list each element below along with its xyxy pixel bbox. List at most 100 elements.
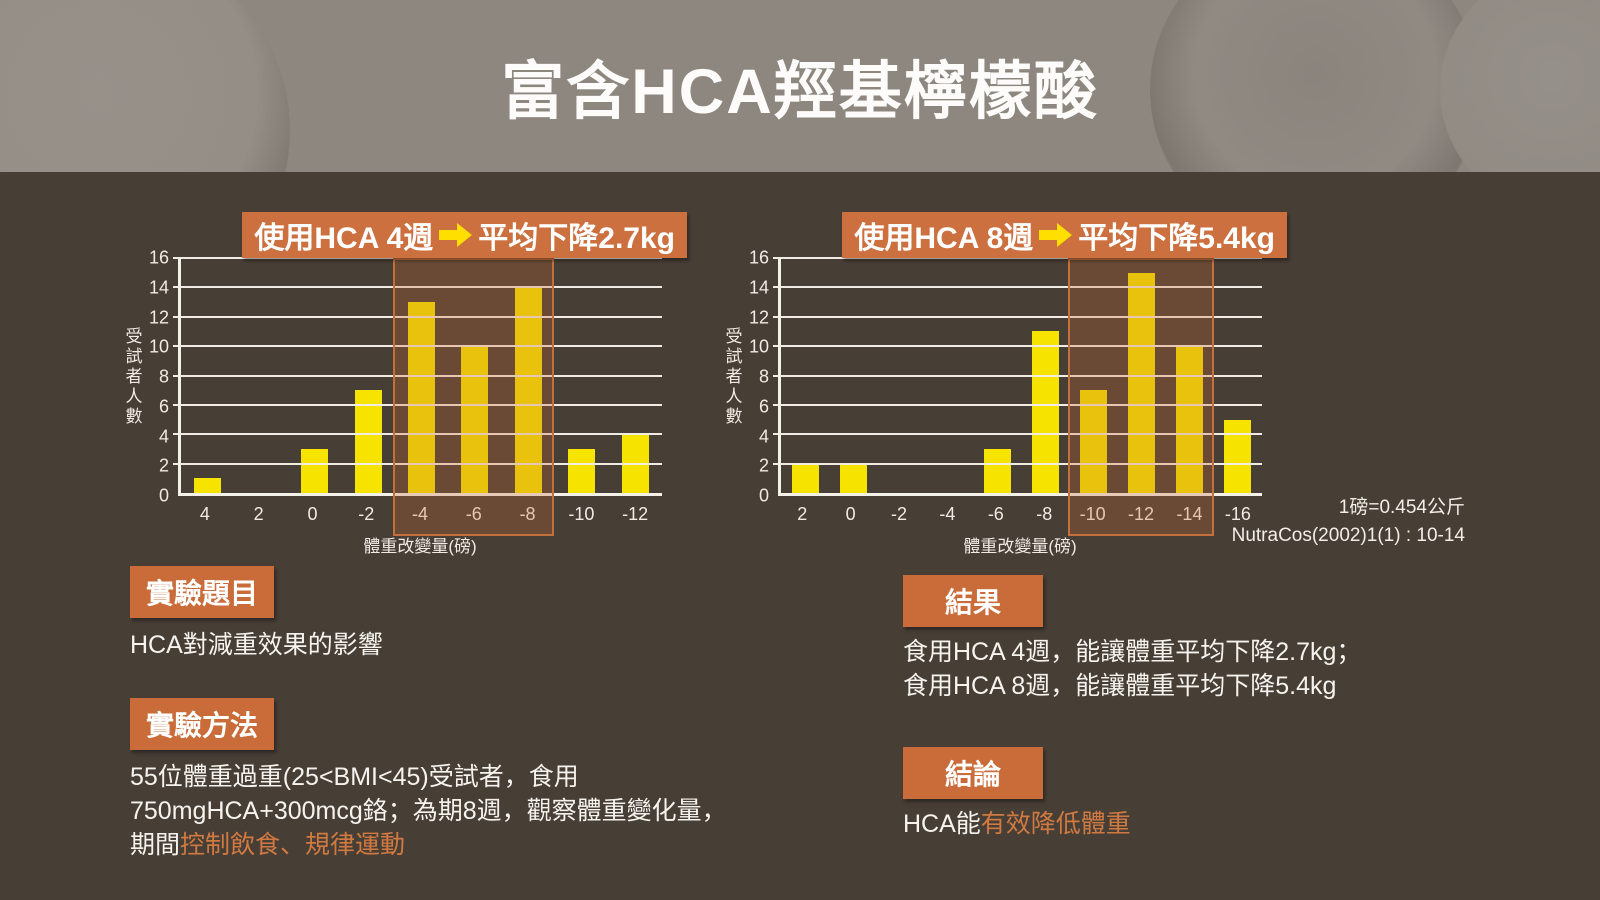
bar--14 bbox=[1176, 346, 1204, 493]
gridline bbox=[173, 315, 662, 318]
x-tick-label: -12 bbox=[1128, 504, 1155, 524]
results-badge: 結果 bbox=[903, 575, 1044, 627]
chart-hca-4-weeks: 使用HCA 4週 平均下降2.7kg 受試者人數 0 2 4 6 8 10 12 14 16 4… bbox=[115, 212, 687, 564]
bar--6 bbox=[983, 448, 1011, 493]
bar--6 bbox=[461, 346, 489, 493]
results-text: 食用HCA 4週，能讓體重平均下降2.7kg； 食用HCA 8週，能讓體重平均下… bbox=[903, 635, 1503, 703]
gridline bbox=[773, 462, 1262, 465]
gridline bbox=[173, 286, 662, 289]
bar-column bbox=[1070, 258, 1118, 493]
x-axis-title: 體重改變量(磅) bbox=[363, 537, 477, 556]
gridline bbox=[173, 374, 662, 377]
x-tick-label: 2 bbox=[253, 504, 264, 524]
bar-column bbox=[781, 258, 829, 493]
bar-column bbox=[181, 258, 234, 493]
bar-column bbox=[502, 258, 555, 493]
method-highlight-text: 控制飲食、規律運動 bbox=[180, 831, 406, 859]
chart-title-suffix: 平均下降5.4kg bbox=[1078, 222, 1275, 255]
gridline bbox=[773, 374, 1262, 377]
fruit-photo-decoration-left bbox=[0, 0, 290, 172]
y-tick-label: 12 bbox=[148, 307, 169, 327]
x-tick-label: -2 bbox=[891, 504, 908, 524]
gridline bbox=[773, 315, 1262, 318]
unit-conversion-note: 1磅=0.454公斤 bbox=[1338, 497, 1465, 518]
chart-title-suffix: 平均下降2.7kg bbox=[478, 222, 675, 255]
y-tick-label: 6 bbox=[158, 396, 169, 417]
y-tick-label: 0 bbox=[758, 485, 769, 506]
x-tick-label: -6 bbox=[987, 504, 1004, 524]
bar--12 bbox=[1128, 272, 1156, 493]
gridline bbox=[173, 403, 662, 406]
y-tick-label: 2 bbox=[758, 455, 769, 476]
bars-container bbox=[181, 258, 662, 493]
x-tick-label: -8 bbox=[519, 504, 536, 524]
y-tick-label: 10 bbox=[148, 336, 169, 357]
gridline bbox=[773, 286, 1262, 289]
y-axis-title: 受試者人數 bbox=[122, 327, 142, 427]
bar--2 bbox=[354, 390, 382, 493]
gridline bbox=[773, 433, 1262, 436]
method-line-1: 55位體重過重(25<BMI<45)受試者，食用 bbox=[130, 763, 579, 791]
bar-column bbox=[288, 258, 341, 493]
x-tick-label: -16 bbox=[1224, 504, 1251, 524]
y-tick-label: 10 bbox=[748, 336, 769, 357]
experiment-section: 實驗題目 HCA對減重效果的影響 實驗方法 55位體重過重(25<BMI<45)… bbox=[130, 566, 870, 862]
y-tick-label: 14 bbox=[748, 277, 769, 298]
y-axis-ticks: 0 2 4 6 8 10 12 14 16 bbox=[143, 248, 171, 506]
x-axis-ticks: 2 0 -2 -4 -6 -8 -10 -12 -14 -16 bbox=[778, 504, 1262, 525]
x-tick-label: -2 bbox=[358, 504, 375, 524]
bar-column bbox=[395, 258, 448, 493]
bar-column bbox=[829, 258, 877, 493]
gridline bbox=[773, 345, 1262, 348]
gridline bbox=[773, 257, 1262, 259]
method-line-3: 期間控制飲食、規律運動 bbox=[130, 831, 406, 859]
x-tick-label: -10 bbox=[568, 504, 595, 524]
x-tick-label: 0 bbox=[845, 504, 856, 524]
plot-area bbox=[773, 257, 1262, 496]
header-banner: 富含HCA羥基檸檬酸 bbox=[0, 0, 1600, 172]
plot-area bbox=[173, 257, 662, 496]
gridline bbox=[173, 345, 662, 348]
bar--16 bbox=[1224, 419, 1252, 493]
results-line-1: 食用HCA 4週，能讓體重平均下降2.7kg； bbox=[903, 638, 1362, 666]
bar--4 bbox=[407, 302, 435, 493]
y-tick-label: 8 bbox=[158, 366, 169, 387]
experiment-title-text: HCA對減重效果的影響 bbox=[130, 631, 383, 659]
x-axis-ticks: 4 2 0 -2 -4 -6 -8 -10 -12 bbox=[178, 504, 662, 525]
x-tick-label: 4 bbox=[199, 504, 210, 524]
x-tick-label: -4 bbox=[939, 504, 956, 524]
bar-column bbox=[448, 258, 501, 493]
gridline bbox=[173, 433, 662, 436]
x-axis-title: 體重改變量(磅) bbox=[963, 537, 1077, 556]
results-section: 結果 食用HCA 4週，能讓體重平均下降2.7kg； 食用HCA 8週，能讓體重… bbox=[903, 575, 1503, 841]
conclusion-highlight-text: 有效降低體重 bbox=[980, 810, 1131, 838]
gridline bbox=[173, 462, 662, 465]
highlight-region bbox=[393, 258, 555, 536]
bar-column bbox=[1214, 258, 1262, 493]
x-tick-label: -4 bbox=[412, 504, 429, 524]
y-tick-label: 6 bbox=[758, 396, 769, 417]
page-title: 富含HCA羥基檸檬酸 bbox=[501, 56, 1099, 127]
method-badge: 實驗方法 bbox=[130, 698, 275, 750]
bar--8 bbox=[514, 287, 542, 493]
gridline bbox=[773, 403, 1262, 406]
y-tick-label: 12 bbox=[748, 307, 769, 327]
bar-column bbox=[1118, 258, 1166, 493]
x-tick-label: 0 bbox=[307, 504, 318, 524]
x-tick-label: -10 bbox=[1079, 504, 1106, 524]
conclusion-badge: 結論 bbox=[903, 747, 1044, 799]
x-tick-label: -12 bbox=[622, 504, 649, 524]
bars-container bbox=[781, 258, 1262, 493]
fruit-photo-decoration-corner bbox=[1440, 0, 1600, 172]
right-arrow-icon bbox=[438, 223, 473, 247]
bar-2 bbox=[791, 463, 819, 493]
y-tick-label: 2 bbox=[158, 455, 169, 476]
bar--10 bbox=[1080, 390, 1108, 493]
y-tick-label: 0 bbox=[158, 485, 169, 506]
y-tick-label: 16 bbox=[148, 247, 169, 268]
x-tick-label: -8 bbox=[1036, 504, 1053, 524]
bar--10 bbox=[568, 448, 596, 493]
right-arrow-icon bbox=[1038, 223, 1073, 247]
y-tick-label: 14 bbox=[148, 277, 169, 298]
